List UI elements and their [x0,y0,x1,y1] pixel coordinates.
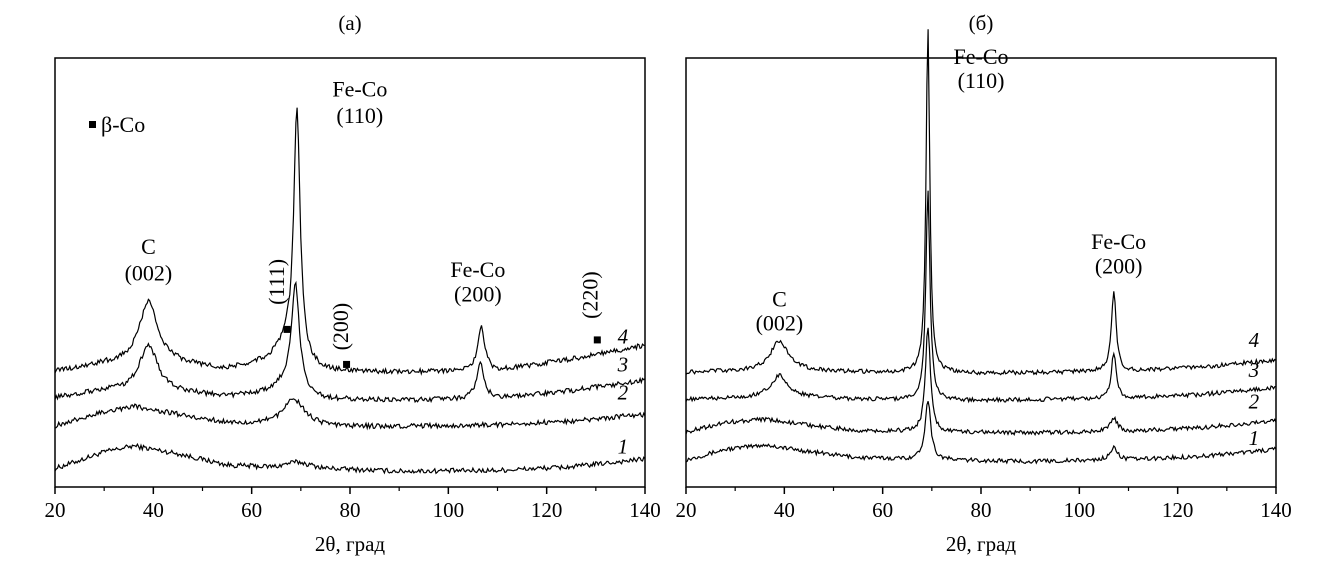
plot-frame [685,57,1277,488]
x-tick-label: 20 [45,498,66,522]
x-tick-label: 40 [774,498,795,522]
peak-annotation: (002) [125,260,173,285]
x-tick-label: 60 [241,498,262,522]
peak-annotation: (110) [336,103,383,128]
series-line-4 [54,107,646,376]
peak-annotation: (200) [328,303,353,351]
x-tick-label: 20 [676,498,697,522]
legend-symbol [89,121,96,128]
series-line-2 [685,327,1277,437]
series-line-3 [54,280,646,404]
x-tick-label: 100 [1064,498,1096,522]
x-tick-label: 60 [872,498,893,522]
x-tick-label: 80 [971,498,992,522]
peak-annotation: Fe-Co [450,257,505,282]
curve-number-label: 3 [617,352,629,376]
chart-title: (а) [338,11,361,35]
peak-annotation: Fe-Co [332,77,387,102]
beta-co-marker [343,360,351,368]
peak-annotation: (110) [958,68,1005,93]
curve-number-label: 2 [1249,390,1260,414]
peak-annotation: Fe-Co [1091,229,1146,254]
peak-annotation: C [141,234,156,259]
x-tick-label: 40 [143,498,164,522]
series-line-1 [685,401,1277,465]
series-line-3 [685,190,1277,404]
peak-annotation: (200) [1095,253,1143,278]
peak-annotation: (200) [454,281,502,306]
x-tick-label: 100 [433,498,465,522]
peak-annotation: (111) [264,259,289,305]
x-tick-label: 120 [531,498,563,522]
peak-annotation: (002) [756,310,804,335]
chart-panel-a: (а) 20 40 60 80 100 120 140 2θ, град C (002) Fe-Co(… [0,0,670,571]
curve-number-label: 1 [618,435,629,459]
legend-label: β-Co [101,112,145,137]
beta-co-marker [283,325,291,333]
curve-number-label: 3 [1248,358,1260,382]
x-tick-label: 80 [340,498,361,522]
x-tick-label: 140 [629,498,661,522]
peak-annotation: (220) [577,271,602,319]
series-line-4 [685,29,1277,376]
curve-number-label: 4 [618,324,629,348]
series-line-2 [54,398,646,431]
curve-number-label: 1 [1249,426,1260,450]
x-tick-label: 140 [1260,498,1292,522]
curve-number-label: 4 [1249,328,1260,352]
series-line-1 [54,442,646,475]
beta-co-marker [593,336,601,344]
peak-annotation: Fe-Co [954,44,1009,69]
curve-number-label: 2 [618,380,629,404]
chart-title: (б) [969,11,994,35]
x-axis-label: 2θ, град [315,532,385,556]
chart-panel-b: (б) 20 40 60 80 100 120 140 2θ, град Fe-Co (110) Fe… [671,0,1341,571]
x-axis-label: 2θ, град [946,532,1016,556]
peak-annotation: C [772,286,787,311]
x-tick-label: 120 [1162,498,1194,522]
